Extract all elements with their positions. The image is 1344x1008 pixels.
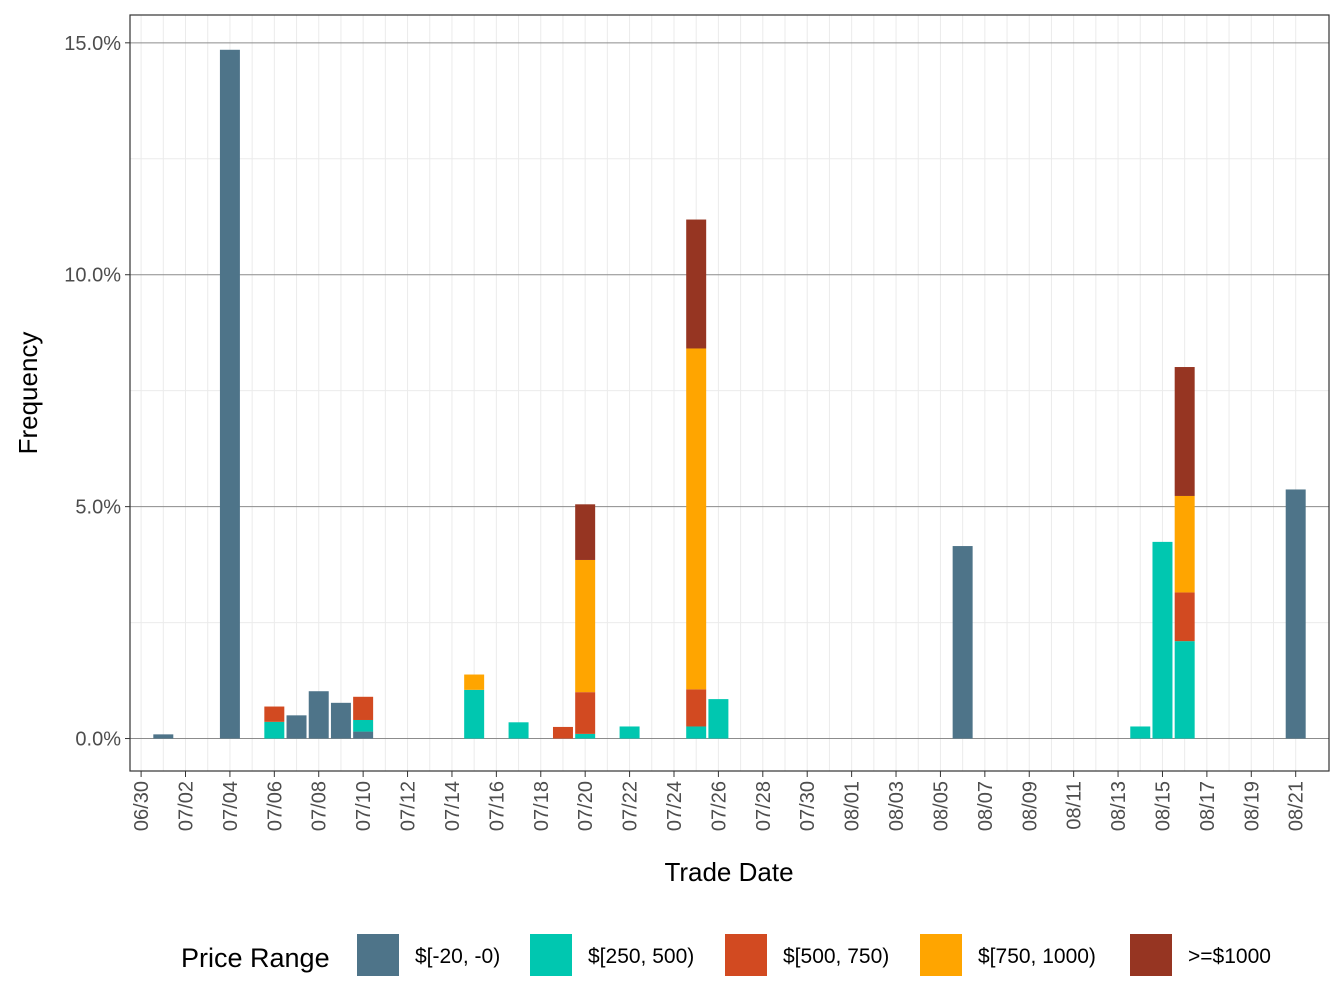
x-tick-label: 07/12 (398, 781, 420, 831)
bar-segment-4 (1174, 495, 1195, 593)
x-tick-label: 08/15 (1152, 781, 1174, 831)
bar-segment-2 (1174, 641, 1195, 739)
x-tick-label: 08/13 (1108, 781, 1130, 831)
legend-label: >=$1000 (1188, 945, 1271, 968)
bar-segment-1 (308, 691, 329, 739)
legend-key-5 (1130, 934, 1172, 976)
bar-segment-2 (464, 689, 485, 739)
bar-segment-2 (686, 726, 707, 739)
y-tick-label: 10.0% (64, 265, 121, 287)
bar-segment-2 (1130, 726, 1151, 739)
x-tick-label: 08/05 (930, 781, 952, 831)
bar-segment-3 (575, 692, 596, 734)
legend-key-1 (357, 934, 399, 976)
x-tick-label: 08/01 (842, 781, 864, 831)
x-tick-label: 07/22 (620, 781, 642, 831)
x-tick-label: 07/14 (442, 781, 464, 831)
x-tick-label: 07/24 (664, 781, 686, 831)
bar-segment-3 (264, 706, 285, 722)
bar-segment-1 (286, 715, 307, 739)
x-tick-label: 08/11 (1064, 781, 1086, 830)
bar-segment-1 (353, 731, 374, 739)
bar-segment-1 (153, 734, 174, 739)
bar-segment-2 (264, 721, 285, 739)
bar-segment-2 (508, 722, 529, 739)
bar-segment-1 (330, 702, 351, 739)
x-tick-label: 07/28 (753, 781, 775, 831)
x-tick-label: 07/20 (575, 781, 597, 831)
legend-key-3 (725, 934, 767, 976)
x-tick-label: 07/02 (176, 781, 198, 831)
x-tick-label: 07/26 (708, 781, 730, 831)
x-axis-title: Trade Date (664, 857, 793, 887)
legend-title: Price Range (181, 943, 330, 973)
y-tick-label: 15.0% (64, 33, 121, 55)
x-tick-label: 07/04 (220, 781, 242, 831)
bar-segment-3 (686, 689, 707, 727)
x-tick-label: 08/21 (1286, 781, 1308, 831)
x-tick-label: 08/17 (1197, 781, 1219, 831)
legend-label: $[500, 750) (783, 945, 889, 968)
y-tick-label: 0.0% (75, 729, 121, 751)
bar-segment-5 (686, 219, 707, 349)
bar-segment-5 (575, 504, 596, 560)
legend: Price Range $[-20, -0) $[250, 500) $[500, … (181, 934, 1271, 976)
bar-segment-1 (952, 546, 973, 739)
bar-segment-2 (1152, 541, 1173, 739)
x-tick-label: 07/18 (531, 781, 553, 831)
plot-area: 0.0% 5.0% 10.0% 15.0% 06/30 07/02 07/04 07/06 07… (64, 14, 1330, 831)
x-tick-label: 08/09 (1019, 781, 1041, 831)
legend-label: $[250, 500) (588, 945, 694, 968)
bar-segment-3 (552, 726, 573, 739)
bar-segment-2 (619, 726, 640, 739)
legend-label: $[750, 1000) (978, 945, 1096, 968)
y-axis-title: Frequency (13, 332, 43, 455)
y-tick-label: 5.0% (75, 497, 121, 519)
bar-segment-1 (219, 49, 240, 739)
bar-segment-2 (708, 699, 729, 739)
legend-key-2 (530, 934, 572, 976)
bar-segment-4 (686, 348, 707, 690)
bar-segment-2 (575, 733, 596, 739)
bar-segment-3 (1174, 592, 1195, 642)
legend-key-4 (920, 934, 962, 976)
bar-segment-5 (1174, 367, 1195, 496)
panel-border (129, 14, 1330, 772)
bar-segment-2 (353, 719, 374, 732)
x-tick-label: 07/08 (309, 781, 331, 831)
x-tick-label: 06/30 (131, 781, 153, 831)
x-tick-label: 08/03 (886, 781, 908, 831)
x-tick-label: 07/06 (264, 781, 286, 831)
x-tick-label: 07/16 (486, 781, 508, 831)
bar-segment-1 (1285, 489, 1306, 739)
bar-segment-3 (353, 696, 374, 720)
legend-label: $[-20, -0) (415, 945, 500, 968)
x-tick-label: 07/10 (353, 781, 375, 831)
x-tick-label: 07/30 (797, 781, 819, 831)
bar-segment-4 (575, 559, 596, 693)
x-tick-label: 08/07 (975, 781, 997, 831)
bar-segment-4 (464, 674, 485, 690)
x-tick-label: 08/19 (1241, 781, 1263, 831)
